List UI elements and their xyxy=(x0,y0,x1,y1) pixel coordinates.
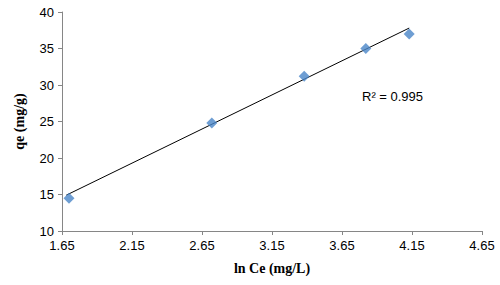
svg-text:25: 25 xyxy=(40,114,54,129)
svg-text:ln Ce (mg/L): ln Ce (mg/L) xyxy=(234,261,311,277)
svg-text:15: 15 xyxy=(40,187,54,202)
svg-text:2.15: 2.15 xyxy=(119,238,144,253)
svg-text:30: 30 xyxy=(40,78,54,93)
svg-text:3.15: 3.15 xyxy=(259,238,284,253)
svg-text:R² = 0.995: R² = 0.995 xyxy=(362,89,423,104)
svg-text:4.15: 4.15 xyxy=(399,238,424,253)
svg-text:20: 20 xyxy=(40,151,54,166)
svg-text:35: 35 xyxy=(40,41,54,56)
svg-text:40: 40 xyxy=(40,5,54,20)
svg-text:3.65: 3.65 xyxy=(329,238,354,253)
svg-text:10: 10 xyxy=(40,224,54,239)
svg-text:2.65: 2.65 xyxy=(189,238,214,253)
svg-text:qe (mg/g): qe (mg/g) xyxy=(12,93,28,150)
svg-text:4.65: 4.65 xyxy=(469,238,494,253)
svg-text:1.65: 1.65 xyxy=(49,238,74,253)
